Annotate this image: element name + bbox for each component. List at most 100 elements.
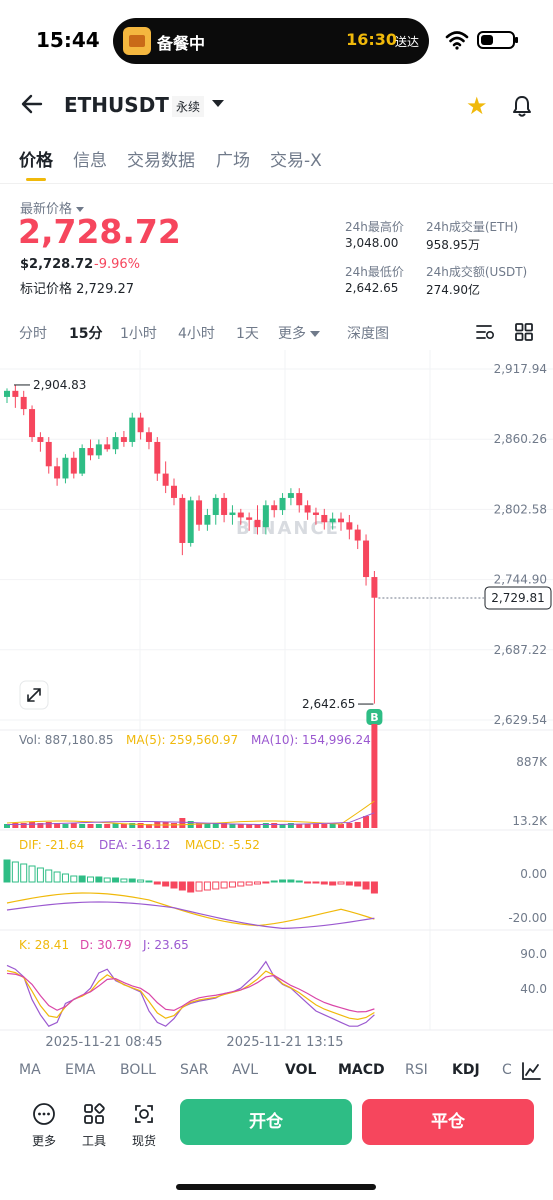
dynamic-island[interactable]: 备餐中 16:30 送达 — [113, 18, 429, 64]
candle-body — [87, 448, 94, 456]
perpetual-badge: 永续 — [172, 96, 205, 117]
macd-hist-bar — [270, 880, 278, 883]
last-price-label[interactable]: 最新价格 — [20, 198, 85, 217]
buy-marker-badge — [366, 709, 383, 726]
volume-ma10-line — [6, 812, 375, 825]
macd-hist-bar — [45, 869, 53, 883]
candle-body — [129, 417, 136, 442]
candle-body — [12, 390, 19, 397]
candle-body — [246, 517, 253, 520]
tab-trading-data[interactable]: 交易数据 — [127, 151, 195, 171]
favorite-star-icon[interactable]: ★ — [466, 92, 488, 120]
volume-bar — [171, 823, 177, 828]
tab-trade-x[interactable]: 交易-X — [270, 151, 322, 171]
indicator-kdj[interactable]: KDJ — [452, 1062, 480, 1078]
candle-body — [304, 505, 311, 513]
volume-bar — [321, 824, 328, 828]
indicator-ema[interactable]: EMA — [65, 1062, 96, 1078]
volume-bar — [204, 823, 211, 828]
symbol-title[interactable]: ETHUSDT — [64, 93, 169, 117]
spot-label: 现货 — [131, 1134, 156, 1148]
symbol-dropdown-icon[interactable] — [212, 100, 224, 107]
indicator-settings-icon[interactable] — [520, 1060, 542, 1082]
macd-dif-line — [6, 892, 375, 927]
candle-body — [237, 512, 244, 518]
candle-body — [221, 497, 228, 515]
island-send-label: 送达 — [394, 35, 419, 49]
volume-bar — [296, 824, 303, 828]
interval-1h[interactable]: 1小时 — [120, 326, 157, 342]
status-time: 15:44 — [36, 28, 100, 52]
interval-more[interactable]: 更多 — [278, 323, 320, 343]
volume-bar — [329, 824, 336, 828]
tab-square[interactable]: 广场 — [216, 151, 250, 171]
indicator-sar[interactable]: SAR — [180, 1062, 209, 1078]
candle-body — [329, 518, 336, 523]
y-axis-label: 2,744.90 — [494, 573, 547, 587]
low-marker-label: 2,642.65 — [302, 697, 355, 711]
tools-button[interactable]: 工具 — [74, 1102, 114, 1149]
interval-4h[interactable]: 4小时 — [178, 326, 215, 342]
back-arrow-icon[interactable] — [20, 92, 44, 116]
header: ETHUSDT 永续 ★ — [0, 84, 553, 128]
vol-eth-value: 958.95万 — [426, 238, 480, 252]
volume-bar — [70, 823, 77, 828]
chart-settings-icon[interactable] — [475, 322, 495, 342]
candle-body — [321, 514, 328, 523]
tab-price[interactable]: 价格 — [19, 151, 53, 171]
interval-line[interactable]: 分时 — [19, 326, 47, 342]
volume-bar — [354, 822, 361, 828]
usd-price: $2,728.72 — [20, 257, 94, 272]
candle-body — [287, 493, 294, 498]
more-dropdown-icon — [310, 331, 320, 337]
more-button[interactable]: 更多 — [24, 1102, 64, 1149]
open-position-button[interactable]: 开仓 — [180, 1099, 352, 1145]
mark-price: 标记价格 2,729.27 — [20, 282, 135, 297]
layout-grid-icon[interactable] — [514, 322, 534, 342]
vol-eth-label: 24h成交量(ETH) — [426, 220, 519, 234]
tab-info[interactable]: 信息 — [73, 151, 107, 171]
macd-hist-bar — [137, 879, 145, 883]
volume-bar — [196, 823, 203, 828]
spot-button[interactable]: 现货 — [124, 1102, 164, 1149]
candle-body — [179, 497, 186, 543]
y-axis-label: 2,687.22 — [494, 643, 547, 657]
candle-body — [62, 457, 69, 479]
candle-body — [79, 448, 86, 474]
indicator-macd[interactable]: MACD — [338, 1062, 385, 1078]
candle-body — [338, 518, 344, 523]
indicator-more[interactable]: C — [502, 1062, 512, 1078]
expand-chart-icon[interactable] — [19, 680, 49, 710]
indicator-ma[interactable]: MA — [19, 1062, 41, 1078]
tools-label: 工具 — [81, 1134, 106, 1148]
candle-body — [271, 505, 278, 511]
macd-dea-line — [6, 901, 375, 930]
candle-body — [70, 457, 77, 474]
indicator-rsi[interactable]: RSI — [405, 1062, 428, 1078]
volume-bar — [338, 824, 344, 828]
candle-body — [112, 437, 119, 450]
macd-hist-bar — [304, 881, 312, 884]
bell-icon[interactable] — [510, 94, 534, 118]
interval-1d[interactable]: 1天 — [236, 326, 259, 342]
candle-body — [145, 432, 152, 442]
macd-hist-bar — [220, 881, 228, 889]
indicator-vol[interactable]: VOL — [285, 1062, 317, 1078]
kdj-j-legend: J: 23.65 — [142, 938, 189, 952]
candle-body — [171, 485, 177, 498]
depth-chart-tab[interactable]: 深度图 — [347, 326, 389, 342]
high-label: 24h最高价 — [345, 220, 404, 234]
macd-axis-bottom: -20.00 — [508, 911, 547, 925]
kline-chart-svg[interactable]: BINANCE 2,917.94 2,860.26 2,802.58 2,744.90… — [0, 350, 553, 1050]
macd-hist-bar — [245, 881, 253, 886]
close-position-button[interactable]: 平仓 — [362, 1099, 534, 1145]
interval-15m[interactable]: 15分 — [69, 326, 103, 342]
home-indicator[interactable] — [176, 1184, 376, 1190]
indicator-avl[interactable]: AVL — [232, 1062, 259, 1078]
indicator-boll[interactable]: BOLL — [120, 1062, 156, 1078]
macd-hist-bar — [162, 881, 170, 887]
volume-bar — [137, 823, 144, 828]
macd-hist-bar — [279, 879, 287, 883]
volume-legend: Vol: 887,180.85 — [19, 733, 114, 747]
chart-area[interactable]: BINANCE 2,917.94 2,860.26 2,802.58 2,744.90… — [0, 350, 553, 1050]
